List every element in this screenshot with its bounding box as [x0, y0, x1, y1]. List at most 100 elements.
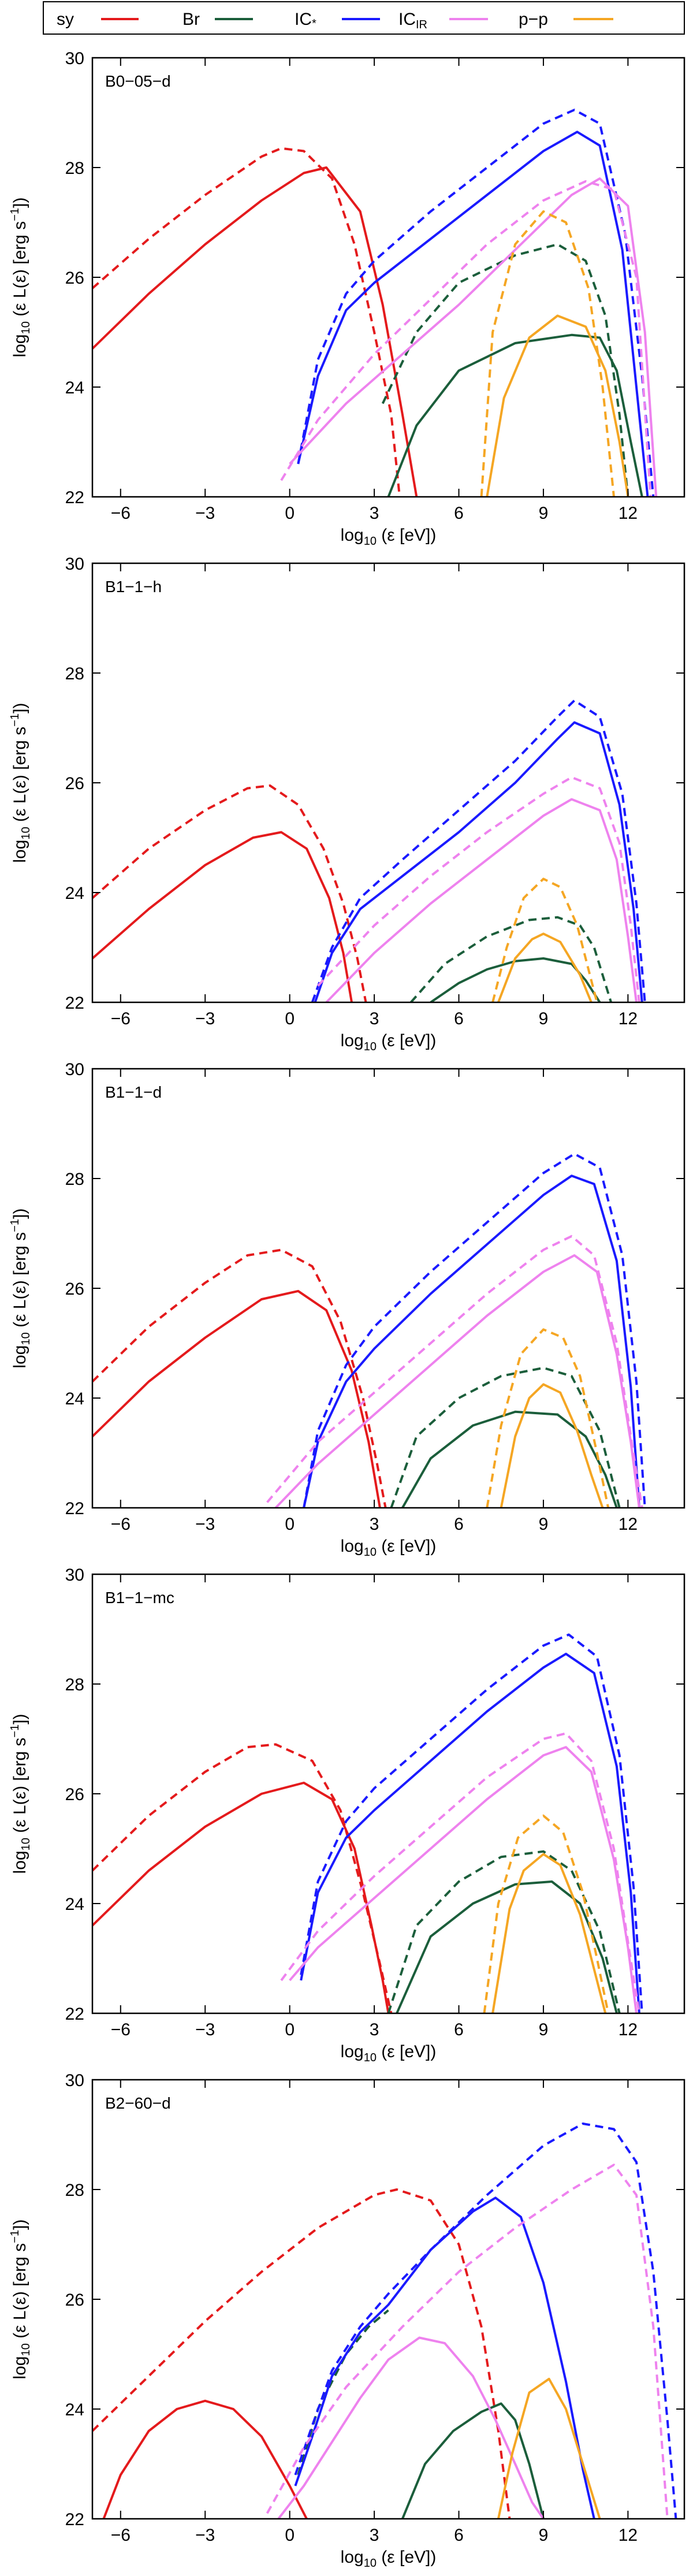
- x-tick-label: −6: [111, 504, 131, 523]
- panel-3: −6 −3 0 3 6 9 12 22 24 26 28 30 B1−1−mc log10 (ε [eV]…: [9, 1566, 685, 2064]
- y-axis-label: log10 (ε L(ε) [erg s−1]): [9, 1714, 32, 1874]
- x-tick-label: 0: [285, 1515, 295, 1534]
- series-group: [92, 1153, 646, 1508]
- legend-label-sy: sy: [57, 10, 74, 29]
- plot-frame: [91, 57, 685, 498]
- y-tick-label: 30: [65, 2071, 84, 2090]
- plot-frame: [91, 2079, 685, 2520]
- series-sy-dashed: [92, 147, 401, 497]
- y-tick-label: 26: [65, 1785, 84, 1804]
- x-tick-label: 3: [370, 2020, 379, 2039]
- x-tick-label: −3: [195, 1515, 215, 1534]
- panel-1: −6 −3 0 3 6 9 12 22 24 26 28 30 B1−1−h log10 (ε [eV])…: [9, 555, 685, 1053]
- x-tick-label: −3: [195, 2020, 215, 2039]
- series-ic-dashed: [297, 2309, 389, 2475]
- x-axis-label: log10 (ε [eV]): [341, 1031, 437, 1053]
- x-tick-label: 9: [539, 2020, 549, 2039]
- series-pp-solid: [289, 177, 658, 497]
- series-group: [92, 2122, 677, 2519]
- x-axis-label: log10 (ε [eV]): [341, 2042, 437, 2064]
- series-icir-solid: [300, 1652, 640, 2013]
- series-pp-dashed: [266, 2164, 669, 2519]
- series-ic-solid: [401, 1410, 618, 1508]
- y-tick-label: 26: [65, 2291, 84, 2310]
- series-sy-solid: [92, 1782, 390, 2013]
- x-axis-label: log10 (ε [eV]): [341, 526, 437, 548]
- series-group: [92, 699, 646, 1002]
- x-tick-label: −6: [111, 2526, 131, 2545]
- series-orange-solid: [486, 314, 629, 497]
- series-ic-dashed: [381, 243, 629, 497]
- series-icir-solid: [314, 721, 643, 1002]
- legend-label-br: Br: [182, 10, 200, 29]
- series-ic-dashed: [387, 1850, 621, 2013]
- x-tick-label: 0: [285, 2020, 295, 2039]
- x-tick-label: 3: [370, 504, 379, 523]
- y-axis-label: log10 (ε L(ε) [erg s−1]): [9, 1209, 32, 1369]
- y-tick-label: 22: [65, 2510, 84, 2529]
- x-tick-label: −6: [111, 1009, 131, 1028]
- series-ic-solid: [430, 957, 601, 1002]
- series-sy-solid: [102, 2399, 308, 2519]
- series-sy-solid: [92, 166, 418, 497]
- legend-label-pp: p−p: [519, 10, 548, 29]
- x-tick-label: 0: [285, 504, 295, 523]
- y-tick-label: 28: [65, 1675, 84, 1694]
- x-tick-label: −3: [195, 504, 215, 523]
- y-tick-label: 22: [65, 994, 84, 1013]
- series-icir-solid: [294, 2196, 595, 2519]
- y-tick-label: 24: [65, 884, 84, 903]
- plot-frame: [91, 562, 685, 1003]
- y-tick-label: 24: [65, 378, 84, 397]
- y-tick-label: 28: [65, 664, 84, 683]
- y-tick-label: 24: [65, 1389, 84, 1408]
- x-tick-label: 9: [539, 2526, 549, 2545]
- series-icir-dashed: [303, 1153, 646, 1508]
- series-orange-dashed: [491, 878, 598, 1002]
- panel-title: B1−1−mc: [105, 1589, 174, 1607]
- x-tick-label: 3: [370, 2526, 379, 2545]
- series-orange-dashed: [486, 1328, 610, 1508]
- series-pp-solid: [274, 1254, 640, 1508]
- series-pp-solid: [277, 2336, 545, 2519]
- series-group: [92, 1633, 643, 2013]
- x-tick-label: 12: [619, 2526, 638, 2545]
- x-tick-label: 6: [454, 1009, 464, 1028]
- y-tick-label: 24: [65, 2400, 84, 2419]
- x-tick-label: 3: [370, 1009, 379, 1028]
- series-pp-solid: [325, 798, 638, 1002]
- y-tick-label: 24: [65, 1895, 84, 1914]
- series-sy-solid: [92, 831, 353, 1002]
- series-orange-solid: [500, 1383, 604, 1508]
- panel-title: B1−1−h: [105, 578, 162, 596]
- series-ic-solid: [387, 333, 643, 497]
- x-tick-label: −6: [111, 1515, 131, 1534]
- series-pp-dashed: [317, 776, 640, 1002]
- series-ic-solid: [401, 2402, 545, 2519]
- panel-title: B2−60−d: [105, 2094, 171, 2112]
- series-sy-dashed: [92, 1743, 393, 2013]
- x-tick-label: 3: [370, 1515, 379, 1534]
- x-tick-label: 9: [539, 504, 549, 523]
- series-sy-dashed: [92, 1248, 387, 1508]
- y-axis-label: log10 (ε L(ε) [erg s−1]): [9, 2220, 32, 2380]
- series-orange-solid: [491, 1853, 607, 2013]
- series-icir-dashed: [294, 2122, 677, 2519]
- x-tick-label: 12: [619, 2020, 638, 2039]
- x-tick-label: 12: [619, 1009, 638, 1028]
- x-tick-label: 0: [285, 2526, 295, 2545]
- series-icir-dashed: [300, 1633, 643, 2013]
- y-tick-label: 30: [65, 1060, 84, 1079]
- series-orange-solid: [497, 2377, 601, 2519]
- series-sy-dashed: [92, 784, 367, 1002]
- y-axis-label: log10 (ε L(ε) [erg s−1]): [9, 198, 32, 358]
- series-icir-solid: [297, 131, 649, 497]
- series-pp-solid: [289, 1746, 638, 2013]
- series-icir-solid: [303, 1174, 640, 1508]
- series-sy-solid: [92, 1289, 381, 1508]
- x-tick-label: 12: [619, 1515, 638, 1534]
- x-tick-label: 6: [454, 504, 464, 523]
- x-tick-label: −3: [195, 1009, 215, 1028]
- series-orange-dashed: [483, 1815, 610, 2013]
